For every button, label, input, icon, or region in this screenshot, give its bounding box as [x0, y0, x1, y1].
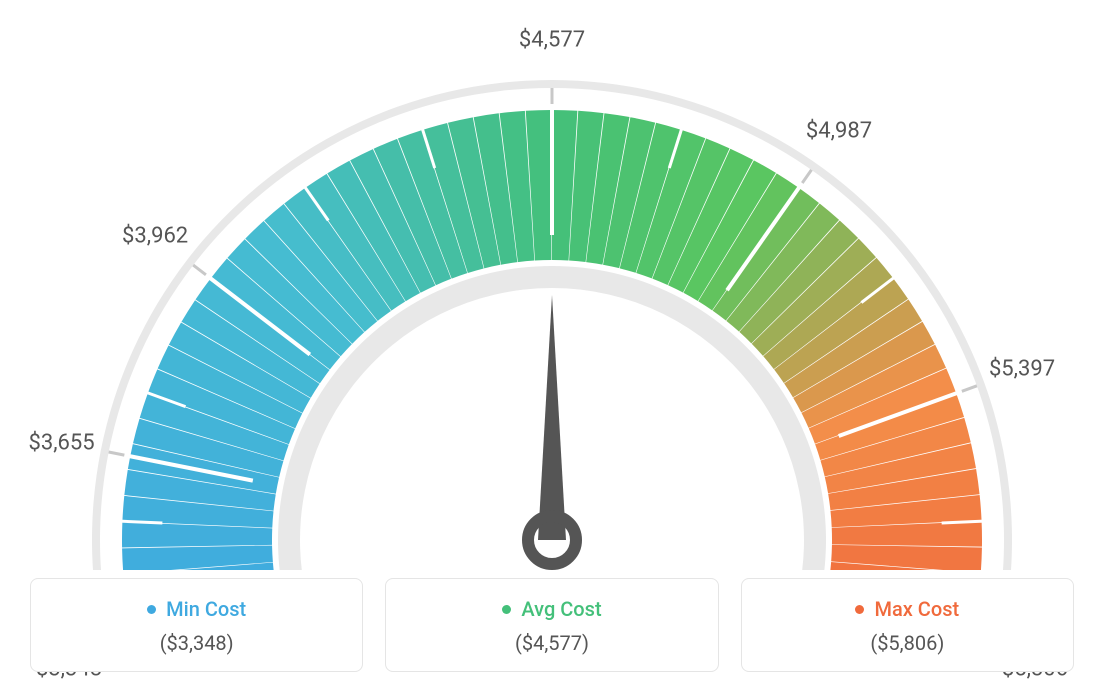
gauge-minor-tick — [942, 521, 984, 523]
avg-cost-card: Avg Cost ($4,577) — [385, 578, 718, 672]
min-cost-value: ($3,348) — [51, 631, 342, 655]
avg-dot — [502, 605, 511, 614]
min-cost-title: Min Cost — [147, 597, 246, 621]
max-cost-label: Max Cost — [874, 597, 959, 621]
gauge-outer-tick — [109, 452, 125, 455]
gauge-outer-tick — [962, 386, 977, 391]
max-dot — [855, 605, 864, 614]
avg-cost-title: Avg Cost — [502, 597, 601, 621]
gauge-tick-label: $4,577 — [519, 28, 585, 53]
avg-cost-label: Avg Cost — [521, 597, 601, 621]
gauge-tick-label: $5,397 — [989, 357, 1055, 382]
gauge-outer-tick — [193, 265, 206, 275]
summary-cards: Min Cost ($3,348) Avg Cost ($4,577) Max … — [30, 578, 1074, 672]
min-cost-label: Min Cost — [166, 597, 246, 621]
gauge-svg — [22, 10, 1082, 570]
min-cost-card: Min Cost ($3,348) — [30, 578, 363, 672]
avg-cost-value: ($4,577) — [406, 631, 697, 655]
min-dot — [147, 605, 156, 614]
max-cost-card: Max Cost ($5,806) — [741, 578, 1074, 672]
gauge-outer-tick — [802, 170, 811, 183]
gauge-tick-label: $3,962 — [122, 223, 188, 248]
gauge-tick-label: $4,987 — [806, 118, 872, 143]
gauge-needle — [538, 295, 566, 540]
gauge-minor-tick — [120, 521, 162, 523]
max-cost-value: ($5,806) — [762, 631, 1053, 655]
max-cost-title: Max Cost — [855, 597, 959, 621]
gauge-chart: $3,348$3,655$3,962$4,577$4,987$5,397$5,8… — [0, 10, 1104, 570]
gauge-tick-label: $3,655 — [28, 430, 94, 455]
